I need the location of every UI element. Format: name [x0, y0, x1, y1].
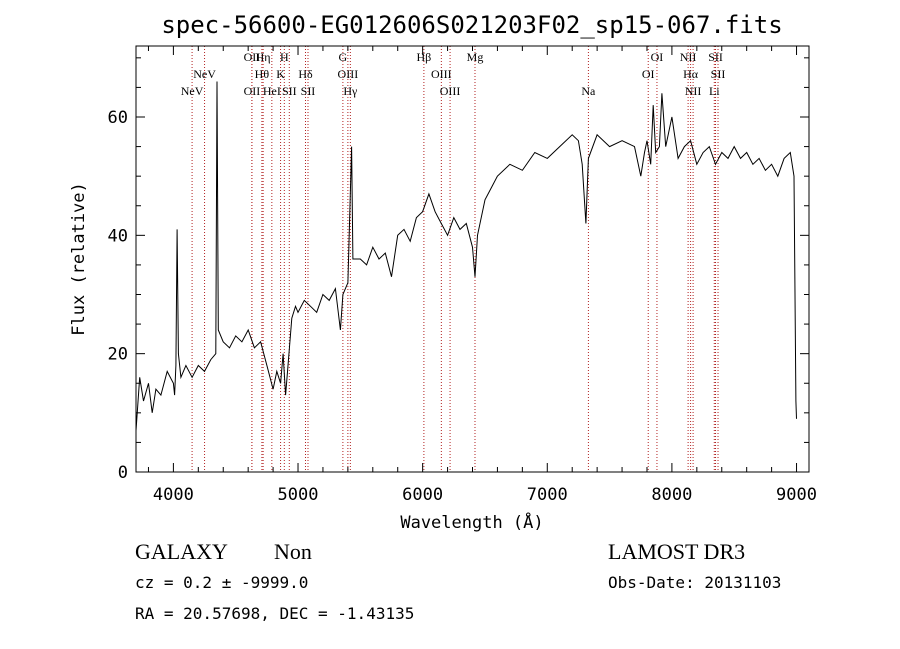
line-label-11: SII	[301, 84, 316, 98]
y-axis-label: Flux (relative)	[69, 182, 89, 336]
line-label-16: OIII	[431, 67, 452, 81]
line-label-27: Li	[709, 84, 720, 98]
y-tick-label: 60	[108, 108, 128, 128]
x-axis-label: Wavelength (Å)	[400, 511, 543, 533]
spectrum-line	[135, 81, 797, 431]
x-tick-label: 5000	[278, 485, 319, 505]
line-label-18: Mg	[467, 50, 484, 64]
chart-title: spec-56600-EG012606S021203F02_sp15-067.f…	[161, 11, 782, 39]
y-axis-ticks: 0 20 40 60	[108, 57, 809, 483]
emission-line-labels: NeVNeVOIIOIIHηHθHeIHKSIIHδSIIGOIIIHγHβOI…	[181, 50, 726, 98]
line-label-7: H	[280, 50, 289, 64]
plot-frame	[135, 45, 810, 473]
line-label-21: OI	[642, 67, 655, 81]
y-tick-label: 40	[108, 226, 128, 246]
redshift-cz: cz = 0.2 ± -9999.0	[135, 573, 308, 592]
x-tick-label: 9000	[776, 485, 817, 505]
line-label-10: Hδ	[298, 67, 313, 81]
y-tick-label: 20	[108, 345, 128, 365]
line-label-19: Na	[581, 84, 596, 98]
line-label-26: SII	[711, 67, 726, 81]
line-label-23: Hα	[683, 67, 699, 81]
object-subclass: Non	[274, 539, 312, 564]
spectrum-series	[135, 81, 797, 431]
line-label-13: OIII	[338, 67, 359, 81]
line-label-22: NII	[680, 50, 697, 64]
x-tick-label: 6000	[402, 485, 443, 505]
line-label-25: SII	[708, 50, 723, 64]
line-label-8: K	[276, 67, 285, 81]
y-tick-label: 0	[118, 463, 128, 483]
line-label-9: SII	[282, 84, 297, 98]
line-label-14: Hγ	[343, 84, 358, 98]
survey-name: LAMOST DR3	[608, 539, 745, 564]
line-label-3: OII	[244, 84, 261, 98]
line-label-2: OII	[244, 50, 261, 64]
object-class: GALAXY	[135, 539, 228, 564]
line-label-20: OI	[651, 50, 664, 64]
line-label-6: HeI	[263, 84, 281, 98]
x-axis-ticks: 4000 5000 6000 7000 8000 9000	[147, 46, 817, 505]
x-tick-label: 8000	[651, 485, 692, 505]
line-label-0: NeV	[181, 84, 204, 98]
observation-date: Obs-Date: 20131103	[608, 573, 781, 592]
line-label-5: Hθ	[255, 67, 270, 81]
line-label-12: G	[339, 50, 348, 64]
x-tick-label: 7000	[527, 485, 568, 505]
line-label-4: Hη	[256, 50, 271, 64]
ra-dec-coords: RA = 20.57698, DEC = -1.43135	[135, 604, 414, 623]
emission-line-markers	[191, 46, 719, 472]
line-label-15: Hβ	[417, 50, 432, 64]
x-tick-label: 4000	[153, 485, 194, 505]
line-label-1: NeV	[193, 67, 216, 81]
line-label-17: OIII	[440, 84, 461, 98]
line-label-24: NII	[685, 84, 702, 98]
